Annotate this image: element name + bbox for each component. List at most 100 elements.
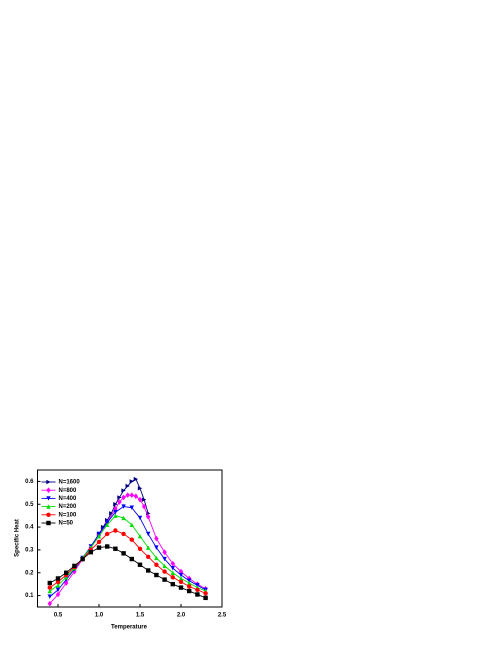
marker <box>137 562 143 567</box>
marker <box>129 505 134 510</box>
marker <box>170 581 175 587</box>
marker <box>55 579 61 585</box>
marker <box>178 585 184 590</box>
marker <box>121 504 126 509</box>
plot-frame <box>37 469 223 608</box>
legend-marker <box>46 496 51 501</box>
marker <box>129 479 134 484</box>
marker <box>105 522 110 527</box>
marker <box>170 560 175 567</box>
legend-label: N=800 <box>59 488 78 494</box>
y-tick-label: 0.4 <box>25 525 34 531</box>
marker <box>154 545 159 550</box>
marker <box>121 551 126 556</box>
legend-label: N=200 <box>59 504 78 510</box>
x-tick-label: 2.5 <box>218 613 227 619</box>
legend-marker <box>46 487 51 493</box>
x-axis-label: Temperature <box>111 625 148 631</box>
marker <box>170 575 175 580</box>
marker <box>170 570 175 575</box>
marker <box>187 580 192 586</box>
x-tick-label: 2.0 <box>177 613 186 619</box>
marker <box>133 493 139 500</box>
marker <box>154 555 159 561</box>
marker <box>96 545 102 550</box>
y-tick-label: 0.6 <box>25 479 34 485</box>
marker <box>47 580 52 586</box>
marker <box>178 572 184 578</box>
marker <box>178 579 184 585</box>
y-tick-label: 0.5 <box>25 502 34 508</box>
series-line <box>49 530 206 594</box>
marker <box>121 494 126 501</box>
legend-marker <box>46 512 51 517</box>
marker <box>187 584 192 589</box>
marker <box>47 594 52 599</box>
marker <box>121 515 126 521</box>
marker <box>113 513 118 518</box>
marker <box>146 568 151 573</box>
marker <box>113 502 118 507</box>
marker <box>105 531 110 537</box>
marker <box>187 578 192 583</box>
marker <box>146 554 151 559</box>
marker <box>117 495 122 500</box>
marker <box>195 583 200 588</box>
marker <box>137 546 143 551</box>
marker <box>96 531 102 537</box>
marker <box>47 600 52 607</box>
legend-label: N=50 <box>59 521 74 527</box>
marker <box>146 545 151 550</box>
marker <box>154 535 159 542</box>
marker <box>55 583 61 588</box>
marker <box>113 546 118 551</box>
marker <box>96 539 102 545</box>
marker <box>203 591 208 596</box>
marker <box>105 520 110 525</box>
marker <box>170 565 175 571</box>
legend-marker <box>46 520 51 526</box>
marker <box>109 511 114 516</box>
marker <box>121 488 126 493</box>
marker <box>121 531 126 537</box>
marker <box>195 592 200 597</box>
marker <box>117 499 122 505</box>
marker <box>162 556 167 562</box>
x-tick-label: 0.5 <box>54 613 63 619</box>
marker <box>154 562 159 567</box>
marker <box>137 496 143 503</box>
marker <box>133 476 139 482</box>
marker <box>137 515 143 521</box>
x-tick-label: 1.0 <box>95 613 104 619</box>
legend-label: N=400 <box>59 496 78 502</box>
marker <box>162 577 167 582</box>
marker <box>162 549 167 555</box>
marker <box>146 531 151 537</box>
y-axis-label: Specific Heat <box>15 519 21 557</box>
legend-marker <box>46 504 51 509</box>
marker <box>129 537 134 542</box>
marker <box>88 550 93 555</box>
marker <box>187 588 192 594</box>
marker <box>162 563 167 569</box>
marker <box>137 534 143 539</box>
marker <box>141 503 147 510</box>
marker <box>64 575 69 580</box>
marker <box>125 492 130 498</box>
marker <box>55 576 61 581</box>
marker <box>129 556 134 562</box>
marker <box>47 585 52 590</box>
legend-label: N=100 <box>59 512 78 518</box>
marker <box>47 588 52 594</box>
legend-label: N=1600 <box>59 480 81 486</box>
marker <box>129 522 134 527</box>
marker <box>137 486 143 491</box>
marker <box>55 591 61 598</box>
marker <box>146 514 151 520</box>
legend-marker <box>46 479 51 485</box>
marker <box>178 576 184 581</box>
marker <box>105 544 110 549</box>
marker <box>195 587 200 593</box>
marker <box>64 570 69 575</box>
